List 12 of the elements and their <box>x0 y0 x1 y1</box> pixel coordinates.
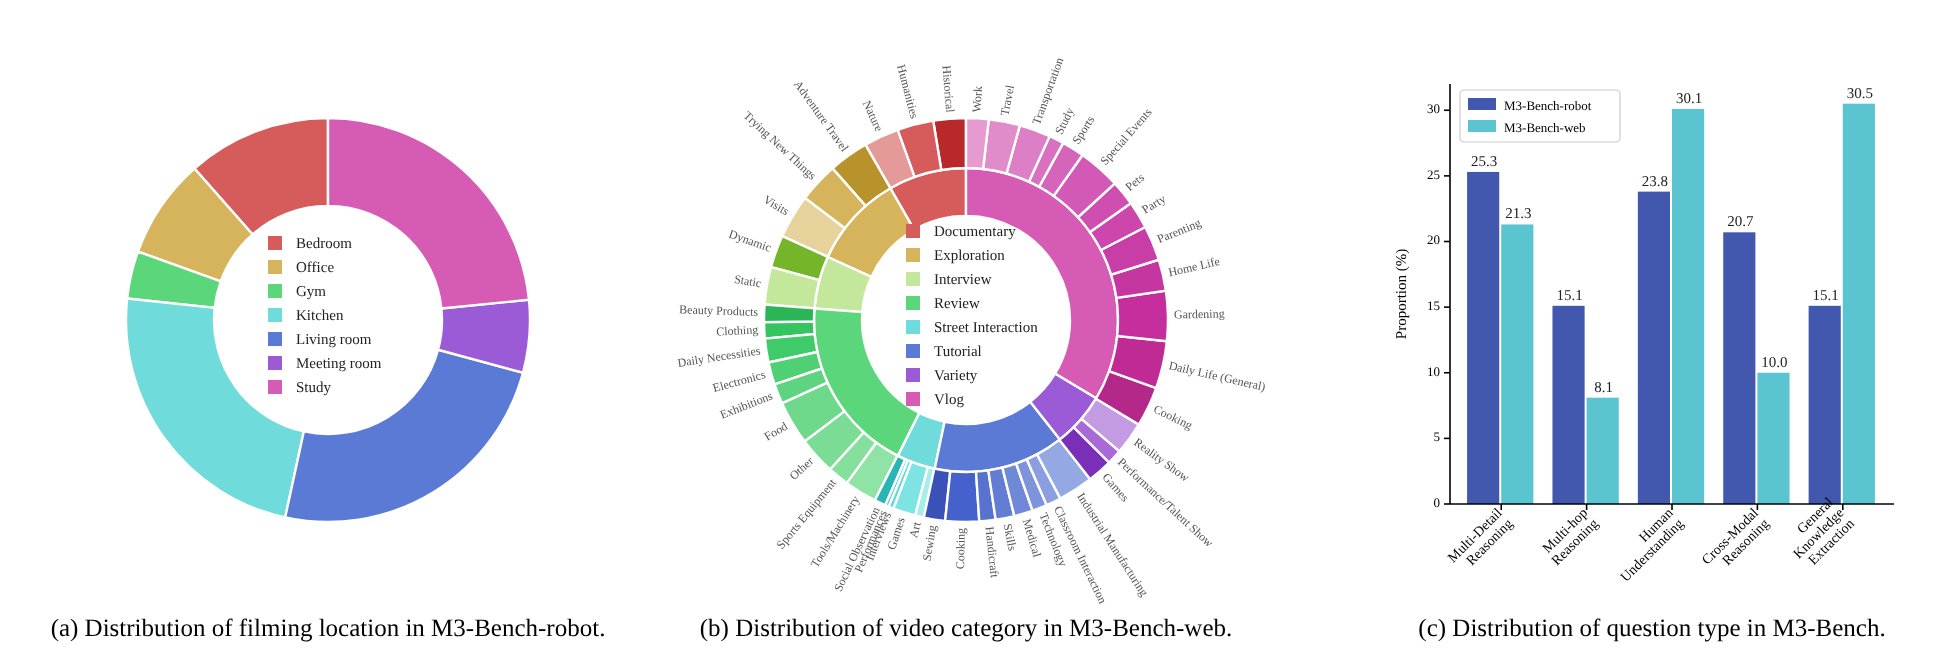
text: (a) Distribution of filming location in M3-Bench-robot. <box>50 614 606 642</box>
bar <box>1501 224 1534 504</box>
bar <box>1842 103 1875 504</box>
bar <box>1723 232 1756 504</box>
bar <box>1637 191 1670 504</box>
bar <box>1552 305 1585 504</box>
bar <box>1672 108 1705 504</box>
bar <box>1586 397 1619 504</box>
bar <box>1757 372 1790 504</box>
bar <box>1467 171 1500 504</box>
text: (b) Distribution of video category in M3-Bench-web. <box>699 614 1233 642</box>
text: (c) Distribution of question type in M3-Bench. <box>1418 614 1886 642</box>
